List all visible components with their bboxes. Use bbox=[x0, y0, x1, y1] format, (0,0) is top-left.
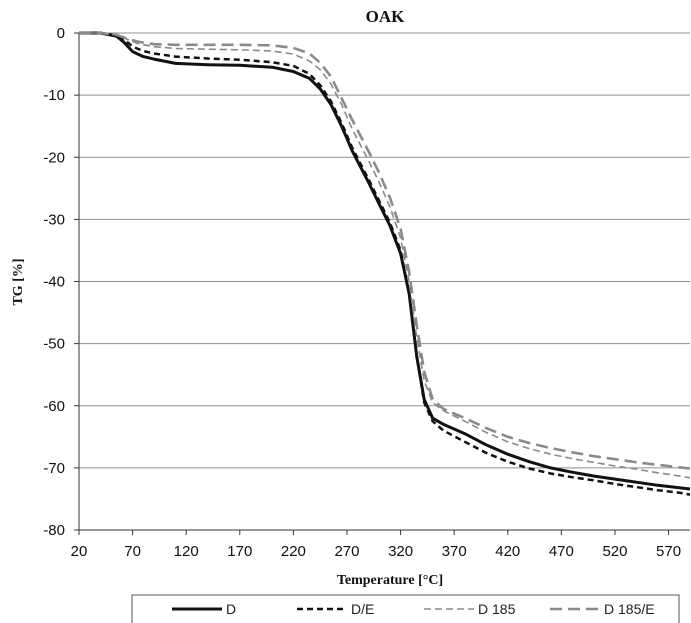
y-tick-label: -80 bbox=[43, 522, 65, 539]
x-tick-label: 370 bbox=[442, 543, 467, 560]
y-axis-label: TG [%] bbox=[11, 258, 26, 305]
y-tick-label: -70 bbox=[43, 460, 65, 477]
legend-label: D 185/E bbox=[604, 601, 655, 617]
x-tick-label: 270 bbox=[334, 543, 359, 560]
x-tick-label: 120 bbox=[174, 543, 199, 560]
x-tick-label: 320 bbox=[388, 543, 413, 560]
x-tick-label: 170 bbox=[227, 543, 252, 560]
legend: D D/E D 185 D 185/E bbox=[131, 594, 680, 623]
series-line-d bbox=[79, 31, 691, 491]
y-tick-label: -50 bbox=[43, 336, 65, 353]
x-tick-label: 220 bbox=[281, 543, 306, 560]
series-line-d-185-e bbox=[79, 31, 691, 470]
axes bbox=[74, 32, 690, 535]
legend-label: D bbox=[226, 601, 236, 617]
legend-label: D 185 bbox=[478, 601, 516, 617]
x-tick-label: 20 bbox=[71, 543, 88, 560]
x-tick-label: 470 bbox=[549, 543, 574, 560]
x-tick-label: 420 bbox=[495, 543, 520, 560]
x-tick-label: 70 bbox=[124, 543, 141, 560]
y-tick-label: -20 bbox=[43, 149, 65, 166]
y-tick-label: -60 bbox=[43, 398, 65, 415]
chart-title: OAK bbox=[366, 7, 406, 26]
tick-labels: 0 -10 -20 -30 -40 -50 -60 -70 -80 20 70 120 170 220 27… bbox=[43, 25, 681, 560]
y-tick-label: -30 bbox=[43, 211, 65, 228]
grid-lines bbox=[79, 32, 690, 531]
y-tick-label: -40 bbox=[43, 274, 65, 291]
series-line-d-e bbox=[79, 31, 691, 496]
x-axis-label: Temperature [°C] bbox=[337, 573, 443, 588]
series-line-d-185 bbox=[79, 32, 691, 479]
legend-label: D/E bbox=[351, 601, 374, 617]
y-tick-label: 0 bbox=[57, 25, 65, 42]
y-tick-label: -10 bbox=[43, 87, 65, 104]
x-tick-label: 570 bbox=[656, 543, 681, 560]
data-series bbox=[79, 31, 691, 496]
x-tick-label: 520 bbox=[602, 543, 627, 560]
